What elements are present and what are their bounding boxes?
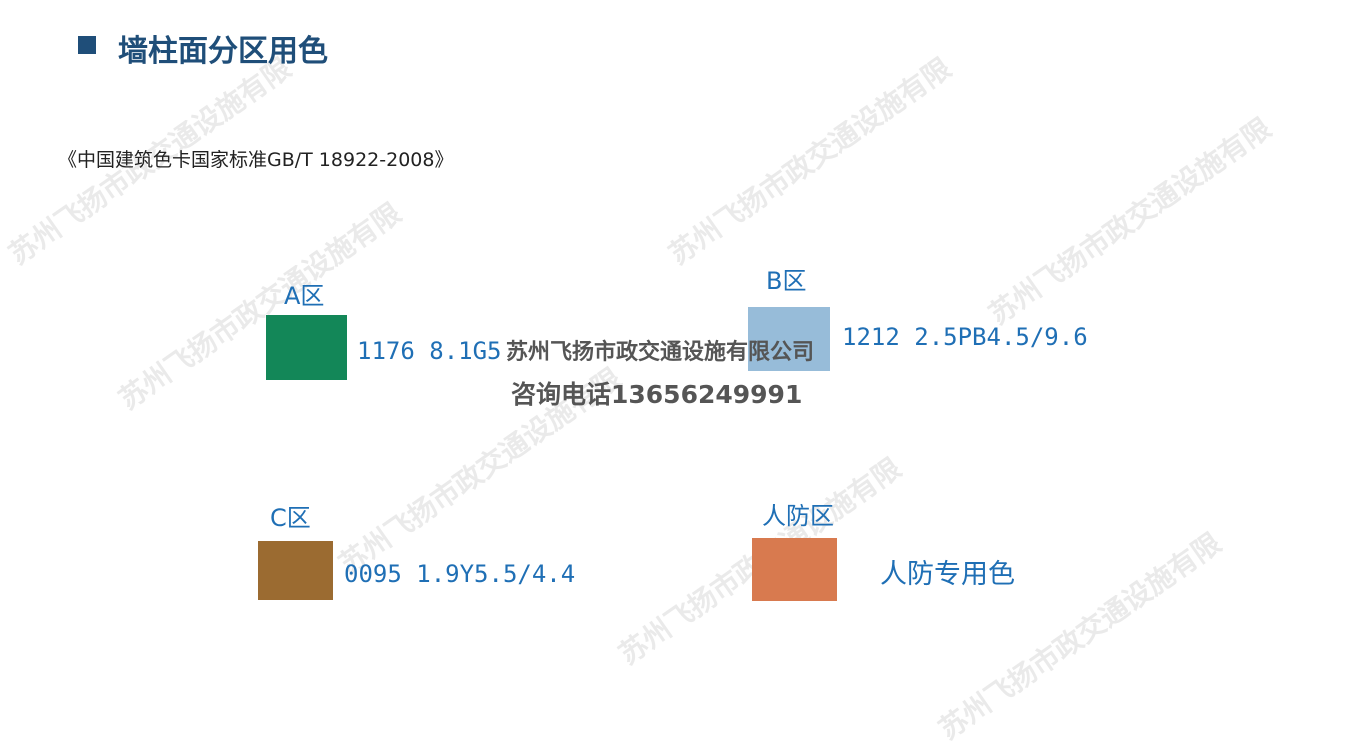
zone-a-code: 1176 8.1G5 (357, 337, 502, 365)
zone-a-label: A区 (284, 282, 325, 310)
zone-c-code: 0095 1.9Y5.5/4.4 (344, 560, 576, 588)
zone-civil-defense-swatch (752, 538, 837, 601)
zone-c-swatch (258, 541, 333, 600)
watermark-phone: 咨询电话13656249991 (511, 380, 803, 409)
zone-b-label: B区 (766, 267, 807, 295)
watermark: 苏州飞扬市政交通设施有限 (982, 111, 1278, 332)
watermark-company: 苏州飞扬市政交通设施有限公司 (506, 340, 815, 365)
title-bullet-icon (78, 36, 96, 54)
page-title: 墙柱面分区用色 (118, 34, 328, 69)
zone-b-code: 1212 2.5PB4.5/9.6 (842, 323, 1088, 351)
zone-c-label: C区 (270, 504, 311, 532)
zone-a-swatch (266, 315, 347, 380)
zone-b-swatch (748, 307, 830, 371)
zone-civil-defense-label: 人防区 (762, 502, 834, 530)
watermark: 苏州飞扬市政交通设施有限 (662, 51, 958, 272)
watermark: 苏州飞扬市政交通设施有限 (112, 196, 408, 417)
standard-reference: 《中国建筑色卡国家标准GB/T 18922-2008》 (58, 149, 454, 171)
zone-civil-defense-code: 人防专用色 (880, 559, 1015, 590)
